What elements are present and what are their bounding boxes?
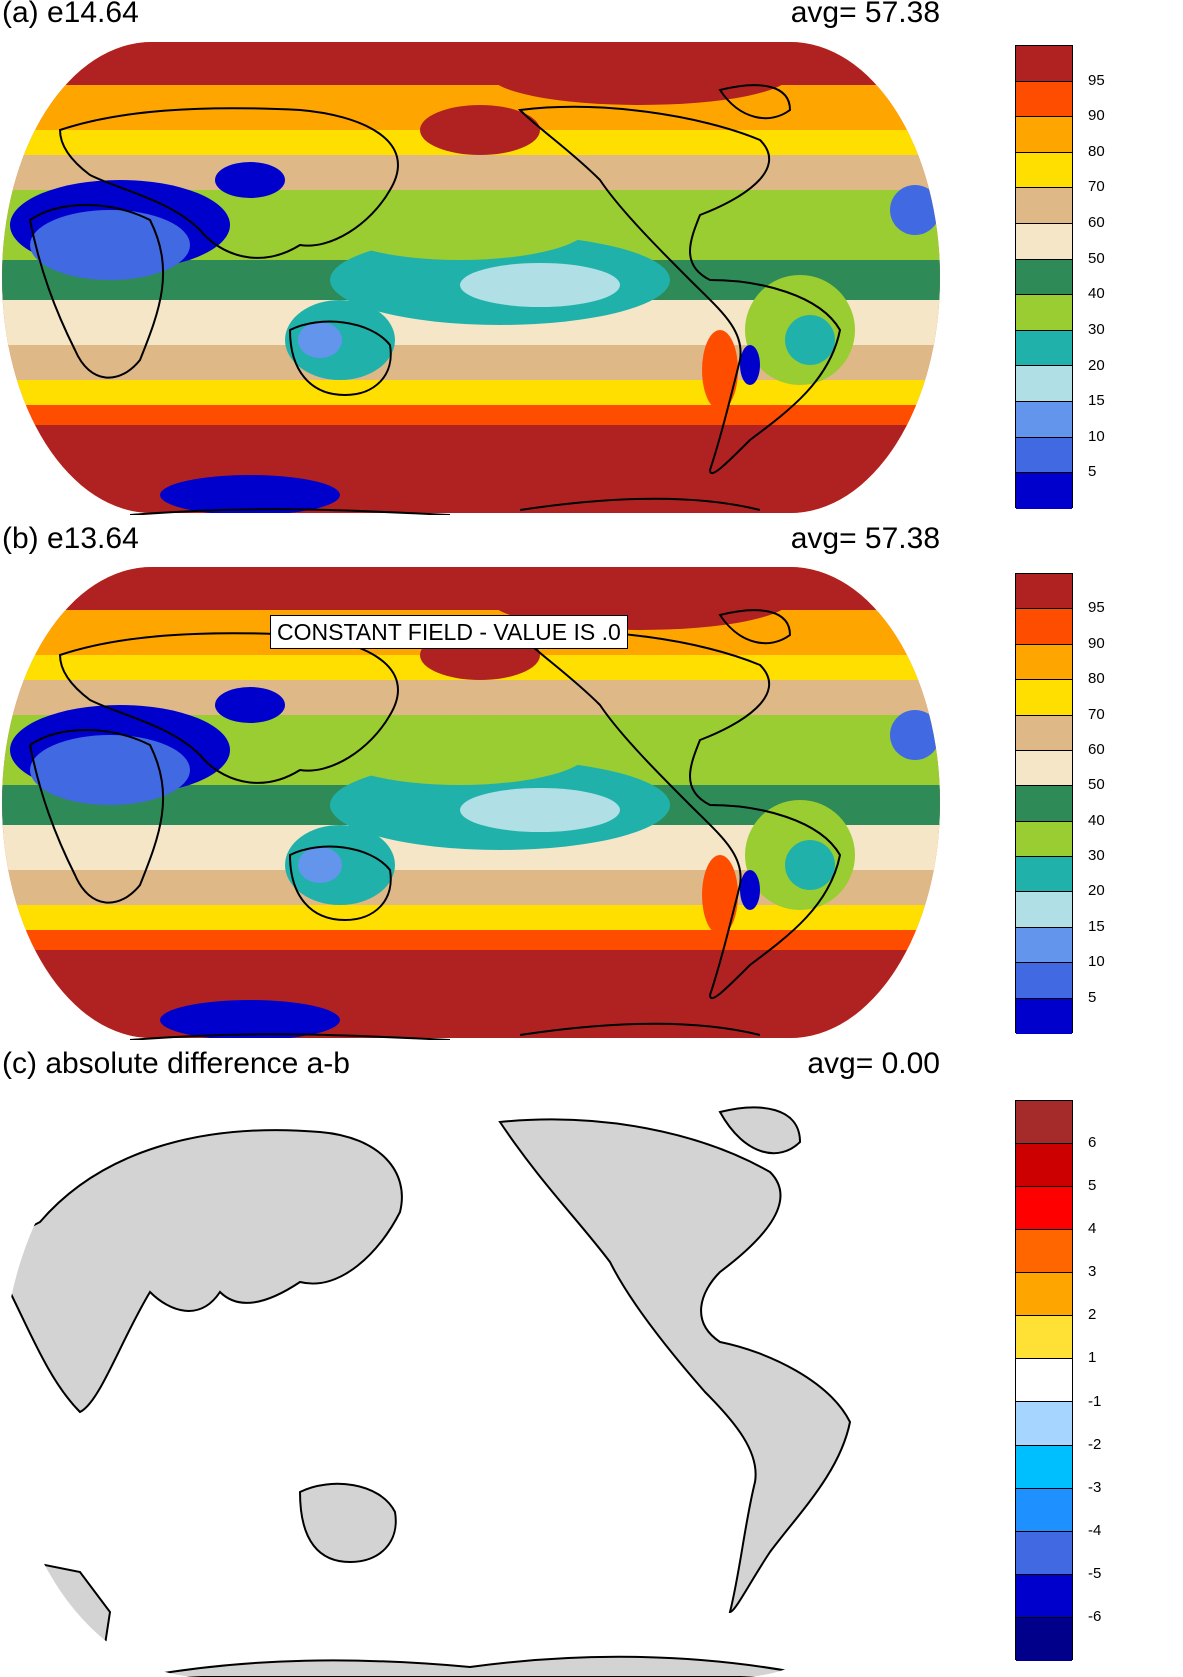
colorbar-c-label: 2 — [1088, 1306, 1097, 1324]
colorbar-a-label: 15 — [1088, 392, 1105, 410]
colorbar-c-label: -2 — [1088, 1435, 1102, 1453]
constant-field-label: CONSTANT FIELD - VALUE IS .0 — [270, 615, 628, 649]
colorbar-b-swatch — [1016, 644, 1072, 681]
panel-c-title: (c) absolute difference a-b — [2, 1047, 350, 1080]
colorbar-c-label: -3 — [1088, 1478, 1102, 1496]
colorbar-a-swatch — [1016, 188, 1072, 225]
colorbar-b-label: 60 — [1088, 740, 1105, 758]
land-america — [498, 1118, 852, 1614]
colorbar-a-swatch — [1016, 330, 1072, 367]
colorbar-a-swatch — [1016, 402, 1072, 438]
colorbar-c-label: 6 — [1088, 1134, 1097, 1152]
colorbar-c-swatch — [1016, 1531, 1072, 1575]
panel-a-avg: avg= 57.38 — [790, 0, 940, 29]
colorbar-b-label: 15 — [1088, 917, 1105, 935]
colorbar-a-swatch — [1016, 152, 1072, 189]
land-antarctica — [139, 1655, 821, 1677]
colorbar-b-label: 20 — [1088, 882, 1105, 900]
colorbar-a-label: 40 — [1088, 285, 1105, 303]
land-australia — [298, 1482, 397, 1564]
land-eurasia — [3, 1129, 403, 1414]
colorbar-b-swatch — [1016, 927, 1072, 964]
colorbar-c-label: 1 — [1088, 1349, 1097, 1367]
land-greenland — [718, 1106, 802, 1155]
colorbar-a-swatch — [1016, 81, 1072, 118]
colorbar-a-swatch — [1016, 224, 1072, 260]
colorbar-panel-b — [1015, 573, 1073, 1034]
colorbar-b-label: 95 — [1088, 599, 1105, 617]
colorbar-c-label: -5 — [1088, 1564, 1102, 1582]
colorbar-a-swatch — [1016, 437, 1072, 474]
colorbar-a-label: 30 — [1088, 320, 1105, 338]
field-a — [2, 42, 940, 513]
colorbar-panel-a — [1015, 45, 1073, 509]
colorbar-a-label: 20 — [1088, 356, 1105, 374]
colorbar-c-swatch — [1016, 1187, 1072, 1231]
panel-b-title: (b) e13.64 — [2, 522, 139, 555]
colorbar-b-swatch — [1016, 892, 1072, 928]
colorbar-panel-c — [1015, 1100, 1073, 1661]
colorbar-c-label: 3 — [1088, 1263, 1097, 1281]
map-panel-c — [2, 1092, 940, 1677]
colorbar-b-swatch — [1016, 750, 1072, 787]
panel-b-avg: avg= 57.38 — [790, 522, 940, 555]
colorbar-a-label: 95 — [1088, 71, 1105, 89]
colorbar-c-swatch — [1016, 1273, 1072, 1317]
colorbar-a-swatch — [1016, 117, 1072, 153]
colorbar-a-label: 70 — [1088, 178, 1105, 196]
colorbar-c-swatch — [1016, 1445, 1072, 1489]
colorbar-b-swatch — [1016, 715, 1072, 751]
colorbar-c-swatch — [1016, 1230, 1072, 1274]
colorbar-c-label: 5 — [1088, 1177, 1097, 1195]
colorbar-c-swatch — [1016, 1488, 1072, 1532]
colorbar-a-swatch — [1016, 46, 1072, 82]
field-c — [2, 1092, 940, 1677]
colorbar-b-swatch — [1016, 574, 1072, 610]
colorbar-b-swatch — [1016, 998, 1072, 1034]
panel-a-title: (a) e14.64 — [2, 0, 139, 29]
colorbar-b-swatch — [1016, 821, 1072, 857]
colorbar-b-swatch — [1016, 857, 1072, 893]
colorbar-b-swatch — [1016, 786, 1072, 822]
colorbar-c-label: -4 — [1088, 1521, 1102, 1539]
colorbar-a-label: 80 — [1088, 142, 1105, 160]
colorbar-b-label: 10 — [1088, 953, 1105, 971]
colorbar-b-label: 90 — [1088, 634, 1105, 652]
colorbar-c-swatch — [1016, 1316, 1072, 1360]
colorbar-b-swatch — [1016, 609, 1072, 645]
panel-c-avg: avg= 0.00 — [807, 1047, 940, 1080]
colorbar-b-label: 80 — [1088, 670, 1105, 688]
map-panel-a — [2, 42, 940, 515]
colorbar-c-swatch — [1016, 1402, 1072, 1446]
colorbar-b-label: 30 — [1088, 847, 1105, 865]
coastlines-a — [28, 84, 842, 515]
colorbar-b-label: 70 — [1088, 705, 1105, 723]
colorbar-b-label: 50 — [1088, 776, 1105, 794]
colorbar-b-label: 5 — [1088, 988, 1097, 1006]
colorbar-c-swatch — [1016, 1617, 1072, 1661]
colorbar-a-label: 60 — [1088, 214, 1105, 232]
colorbar-a-swatch — [1016, 295, 1072, 331]
colorbar-c-swatch — [1016, 1101, 1072, 1145]
colorbar-a-label: 10 — [1088, 427, 1105, 445]
colorbar-a-label: 5 — [1088, 463, 1097, 481]
colorbar-c-swatch — [1016, 1144, 1072, 1188]
colorbar-c-swatch — [1016, 1359, 1072, 1403]
colorbar-a-label: 90 — [1088, 107, 1105, 125]
coastlines-b — [28, 609, 842, 1040]
colorbar-c-label: -6 — [1088, 1607, 1102, 1625]
colorbar-c-label: 4 — [1088, 1220, 1097, 1238]
colorbar-b-label: 40 — [1088, 811, 1105, 829]
colorbar-a-swatch — [1016, 366, 1072, 403]
colorbar-c-swatch — [1016, 1574, 1072, 1618]
colorbar-a-label: 50 — [1088, 249, 1105, 267]
colorbar-a-swatch — [1016, 259, 1072, 296]
colorbar-c-label: -1 — [1088, 1392, 1102, 1410]
colorbar-b-swatch — [1016, 680, 1072, 716]
colorbar-b-swatch — [1016, 963, 1072, 999]
colorbar-a-swatch — [1016, 473, 1072, 509]
